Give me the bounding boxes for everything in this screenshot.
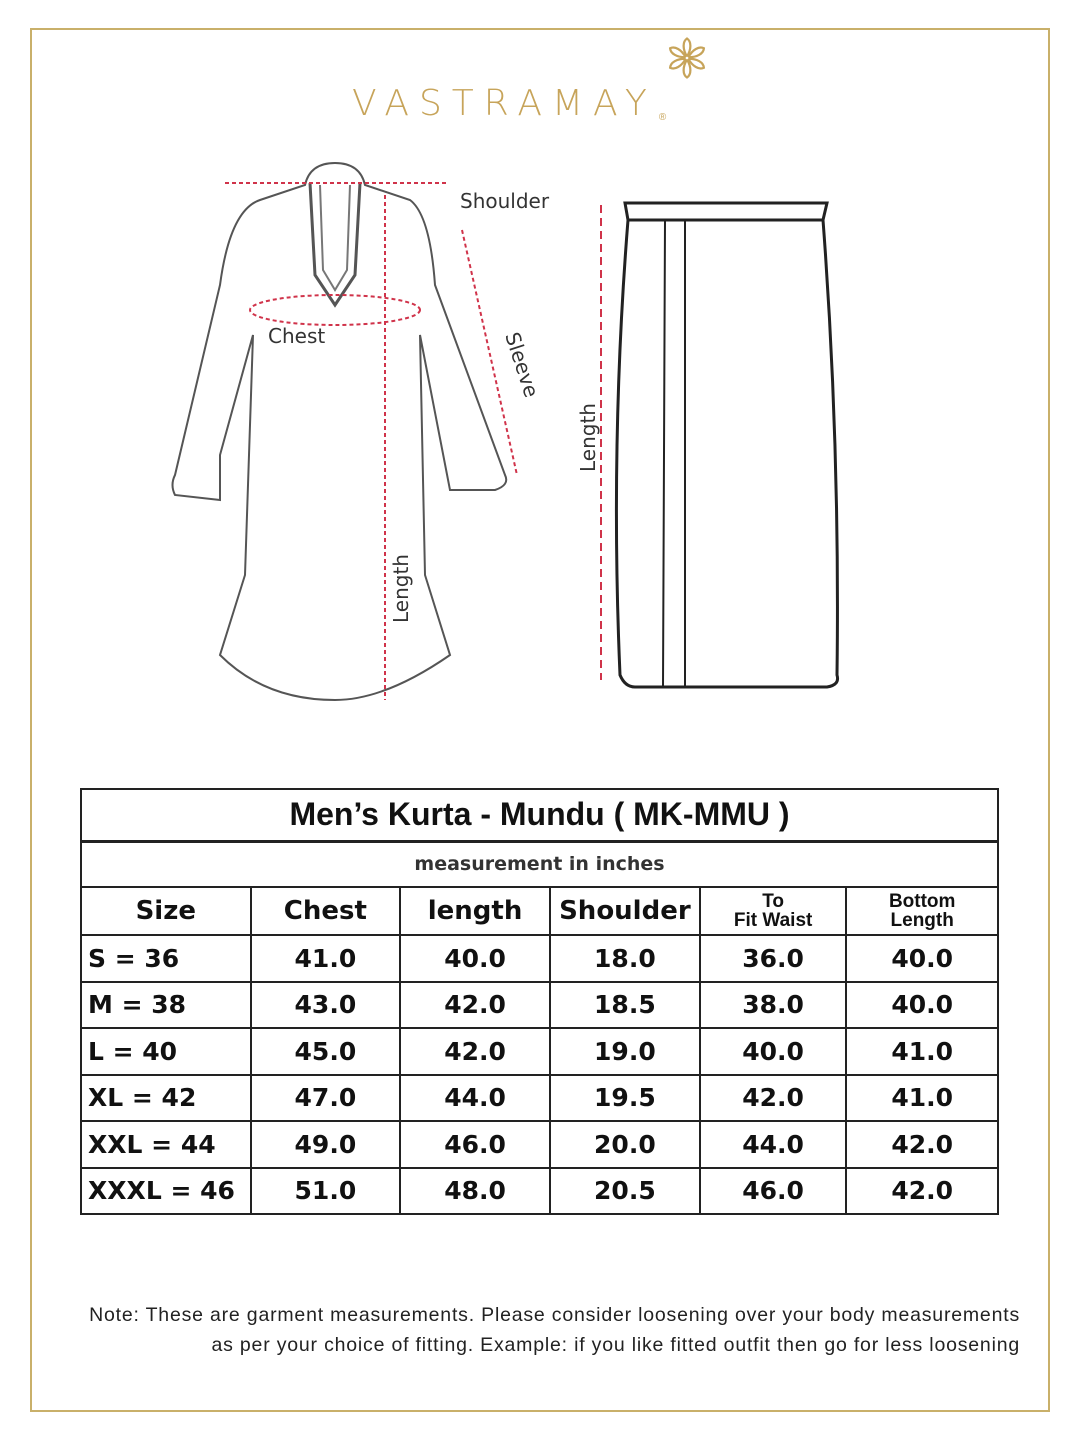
- kurta-chest-label: Chest: [268, 324, 325, 348]
- header-to-fit-waist-line2: Fit Waist: [733, 910, 813, 931]
- cell-size: S = 36: [80, 934, 252, 983]
- cell-size: M = 38: [80, 980, 252, 1029]
- cell-shoulder: 20.5: [548, 1166, 701, 1215]
- header-to-fit-waist-line1: To: [762, 891, 785, 912]
- cell-size: XL = 42: [80, 1073, 252, 1122]
- cell-to-fit-waist: 40.0: [698, 1027, 848, 1076]
- cell-to-fit-waist: 44.0: [698, 1120, 848, 1169]
- cell-to-fit-waist: 38.0: [698, 980, 848, 1029]
- kurta-sleeve-label: Sleeve: [500, 329, 544, 400]
- cell-length: 42.0: [399, 980, 551, 1029]
- table-row: L = 40 45.0 42.0 19.0 40.0 41.0: [80, 1027, 999, 1076]
- cell-size: XXL = 44: [80, 1120, 252, 1169]
- cell-bottom-length: 40.0: [845, 980, 999, 1029]
- header-shoulder: Shoulder: [548, 886, 701, 936]
- kurta-shoulder-label: Shoulder: [460, 189, 550, 213]
- cell-bottom-length: 40.0: [845, 934, 999, 983]
- header-chest: Chest: [249, 886, 402, 936]
- table-row: XL = 42 47.0 44.0 19.5 42.0 41.0: [80, 1073, 999, 1122]
- header-bottom-length-line1: Bottom: [888, 891, 956, 912]
- cell-bottom-length: 42.0: [845, 1120, 999, 1169]
- cell-chest: 47.0: [249, 1073, 402, 1122]
- size-chart-table: Men’s Kurta - Mundu ( MK-MMU ) measureme…: [80, 788, 999, 1215]
- cell-bottom-length: 42.0: [845, 1166, 999, 1215]
- table-header-row: Size Chest length Shoulder To Fit Waist B…: [80, 886, 999, 936]
- header-length: length: [399, 886, 551, 936]
- brand-logo: VASTRAMAY ®: [352, 84, 666, 124]
- header-bottom-length-line2: Length: [890, 910, 954, 931]
- cell-chest: 51.0: [249, 1166, 402, 1215]
- cell-shoulder: 19.0: [548, 1027, 701, 1076]
- table-subtitle: measurement in inches: [80, 840, 999, 888]
- cell-length: 42.0: [399, 1027, 551, 1076]
- cell-shoulder: 18.0: [548, 934, 701, 983]
- cell-to-fit-waist: 46.0: [698, 1166, 848, 1215]
- registered-mark: ®: [658, 112, 667, 123]
- header-to-fit-waist: To Fit Waist: [698, 886, 848, 936]
- cell-length: 46.0: [399, 1120, 551, 1169]
- cell-length: 44.0: [399, 1073, 551, 1122]
- cell-length: 48.0: [399, 1166, 551, 1215]
- cell-chest: 41.0: [249, 934, 402, 983]
- table-row: XXXL = 46 51.0 48.0 20.5 46.0 42.0: [80, 1166, 999, 1215]
- brand-logo-text: VASTRAMAY: [352, 83, 657, 124]
- mundu-diagram: Length: [576, 201, 839, 689]
- header-bottom-length: Bottom Length: [845, 886, 999, 936]
- kurta-diagram: Shoulder Chest Sleeve Length: [171, 161, 550, 702]
- table-row: S = 36 41.0 40.0 18.0 36.0 40.0: [80, 934, 999, 983]
- cell-shoulder: 18.5: [548, 980, 701, 1029]
- cell-size: XXXL = 46: [80, 1166, 252, 1215]
- cell-bottom-length: 41.0: [845, 1073, 999, 1122]
- page-border: [30, 28, 1050, 1412]
- table-title: Men’s Kurta - Mundu ( MK-MMU ): [80, 788, 999, 843]
- cell-to-fit-waist: 36.0: [698, 934, 848, 983]
- fit-note: Note: These are garment measurements. Pl…: [89, 1300, 1020, 1360]
- cell-size: L = 40: [80, 1027, 252, 1076]
- cell-shoulder: 19.5: [548, 1073, 701, 1122]
- mundu-length-label: Length: [576, 403, 600, 472]
- cell-chest: 43.0: [249, 980, 402, 1029]
- cell-chest: 49.0: [249, 1120, 402, 1169]
- note-line-1: Note: These are garment measurements. Pl…: [89, 1304, 1020, 1326]
- cell-length: 40.0: [399, 934, 551, 983]
- brand-flower-icon: [667, 37, 707, 79]
- cell-shoulder: 20.0: [548, 1120, 701, 1169]
- cell-bottom-length: 41.0: [845, 1027, 999, 1076]
- header-size: Size: [80, 886, 252, 936]
- cell-to-fit-waist: 42.0: [698, 1073, 848, 1122]
- table-row: M = 38 43.0 42.0 18.5 38.0 40.0: [80, 980, 999, 1029]
- cell-chest: 45.0: [249, 1027, 402, 1076]
- note-line-2: as per your choice of fitting. Example: …: [211, 1334, 1020, 1356]
- kurta-length-label: Length: [389, 554, 413, 623]
- table-row: XXL = 44 49.0 46.0 20.0 44.0 42.0: [80, 1120, 999, 1169]
